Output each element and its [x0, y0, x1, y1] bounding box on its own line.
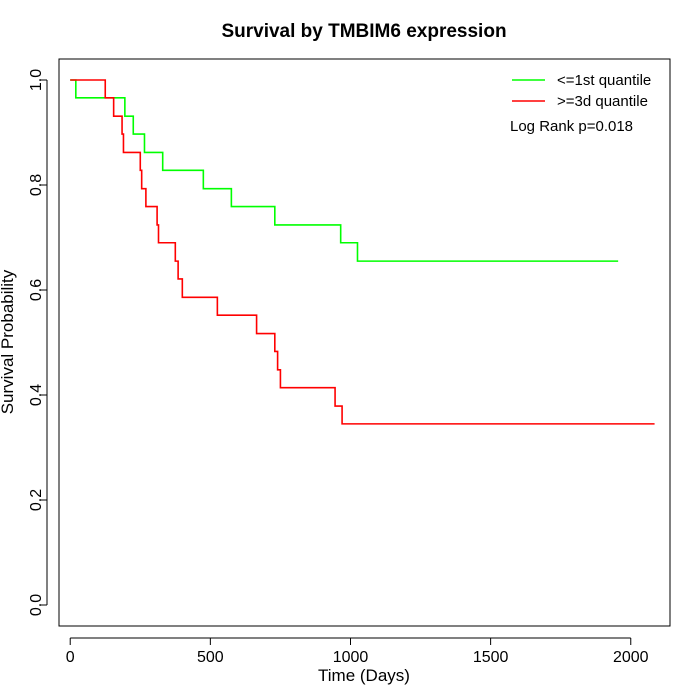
legend-label: >=3d quantile	[557, 93, 648, 110]
x-axis-label: Time (Days)	[318, 666, 410, 685]
y-tick-label: 0.6	[28, 279, 45, 301]
y-tick-label: 1.0	[28, 69, 45, 91]
series-layer	[70, 79, 655, 425]
y-tick-label: 0.8	[28, 174, 45, 196]
plot-frame	[58, 58, 671, 627]
x-tick-label: 2000	[613, 649, 649, 666]
x-tick-label: 500	[197, 649, 224, 666]
x-tick-label: 0	[66, 649, 75, 666]
x-tick-label: 1000	[333, 649, 369, 666]
y-tick-label: 0.2	[28, 489, 45, 511]
legend: <=1st quantile >=3d quantile	[512, 72, 651, 110]
y-tick-label: 0.4	[28, 384, 45, 406]
series-line-2	[70, 79, 655, 425]
x-tick-label: 1500	[473, 649, 509, 666]
x-axis: 0 500 1000 1500 2000	[66, 637, 649, 666]
chart-title: Survival by TMBIM6 expression	[221, 21, 506, 42]
series-line-1	[70, 79, 619, 262]
legend-label: <=1st quantile	[557, 72, 651, 89]
log-rank-annotation: Log Rank p=0.018	[510, 118, 633, 135]
y-axis: 0.0 0.2 0.4 0.6 0.8 1.0	[28, 69, 48, 616]
y-axis-label: Survival Probability	[0, 269, 17, 414]
y-tick-label: 0.0	[28, 594, 45, 616]
